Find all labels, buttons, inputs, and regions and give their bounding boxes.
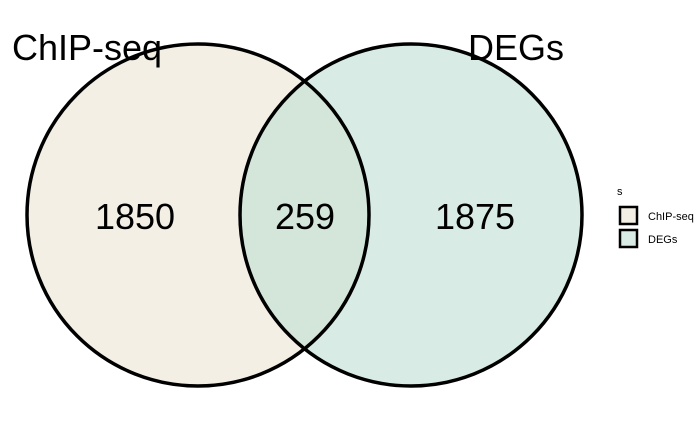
legend-key-degs xyxy=(618,228,639,249)
legend-label-chip-seq: ChIP-seq xyxy=(648,211,694,223)
set-a-outline xyxy=(25,42,371,388)
legend: s ChIP-seq DEGs xyxy=(617,186,694,249)
set-b-outline xyxy=(238,42,584,388)
legend-title: s xyxy=(617,186,623,198)
legend-label-degs: DEGs xyxy=(648,234,678,246)
set-a-label: ChIP-seq xyxy=(12,27,162,68)
overlap-region xyxy=(240,44,369,386)
set-b-label: DEGs xyxy=(468,27,564,68)
region-overlap-count: 259 xyxy=(275,196,335,237)
region-a-only-count: 1850 xyxy=(95,196,175,237)
region-b-only-count: 1875 xyxy=(435,196,515,237)
legend-key-chip-seq xyxy=(618,205,639,226)
